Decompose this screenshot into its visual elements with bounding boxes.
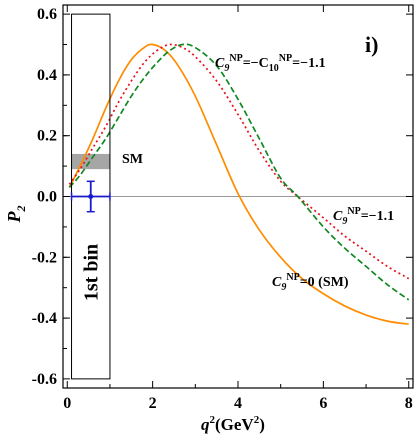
- y-tick-label: -0.6: [32, 371, 57, 388]
- red-sub: 9: [342, 216, 347, 227]
- orange-val: =0 (SM): [300, 275, 349, 290]
- series-line-1: [68, 43, 410, 280]
- green-sup1: NP: [229, 53, 242, 64]
- data-point-marker: [88, 194, 94, 199]
- x-axis-label-main: q: [201, 415, 210, 434]
- y-tick-label: 0.0: [37, 189, 57, 206]
- x-axis-label: q2(GeV2): [201, 414, 265, 434]
- orange-sup: NP: [286, 272, 299, 283]
- x-axis-unit-sup: 2: [254, 414, 260, 426]
- green-c: C: [215, 56, 225, 71]
- sm-band: [71, 153, 110, 170]
- x-axis-unit-close: ): [259, 415, 265, 434]
- y-axis-label-main: P: [4, 211, 24, 224]
- x-tick-label: 4: [234, 395, 242, 412]
- series-line-2: [68, 43, 410, 301]
- panel-label: i): [365, 32, 378, 57]
- x-tick-label: 8: [405, 395, 413, 412]
- green-mid: =−C: [243, 56, 269, 71]
- red-curve-label: C9NP=−1.1: [333, 206, 394, 227]
- y-tick-label: 0.6: [37, 6, 57, 23]
- x-tick-label: 2: [149, 395, 157, 412]
- red-sup: NP: [347, 206, 360, 217]
- x-axis-label-sup: 2: [210, 414, 216, 426]
- red-val: =−1.1: [361, 209, 394, 224]
- y-axis-label: P2: [4, 206, 28, 224]
- red-c: C: [333, 209, 343, 224]
- ticks-layer: -0.6 -0.4 -0.2 0.0 0.2 0.4 0.6 0 2 4 6 8: [32, 5, 413, 412]
- orange-sub: 9: [281, 282, 286, 293]
- y-tick-label: 0.4: [37, 67, 57, 84]
- series-layer: [68, 43, 410, 326]
- green-val: =−1.1: [292, 56, 325, 71]
- y-tick-label: 0.2: [37, 128, 57, 145]
- sm-annotation: SM: [122, 152, 143, 167]
- green-sup2: NP: [279, 53, 292, 64]
- first-bin-label: 1st bin: [81, 244, 103, 301]
- y-tick-label: -0.2: [32, 249, 57, 266]
- green-curve-label: C9NP=−C10NP=−1.1: [215, 53, 326, 74]
- plot-frame: [62, 4, 414, 389]
- orange-c: C: [272, 275, 282, 290]
- y-axis-label-sub: 2: [14, 206, 28, 213]
- x-tick-label: 6: [319, 395, 327, 412]
- x-axis-unit-open: (GeV: [215, 415, 254, 434]
- series-line-0: [68, 43, 409, 326]
- x-tick-label: 0: [63, 395, 71, 412]
- y-tick-label: -0.4: [32, 310, 57, 327]
- orange-curve-label: C9NP=0 (SM): [272, 272, 349, 293]
- green-sub: 9: [224, 63, 229, 74]
- green-sub2: 10: [269, 63, 279, 74]
- data-point: [70, 180, 111, 213]
